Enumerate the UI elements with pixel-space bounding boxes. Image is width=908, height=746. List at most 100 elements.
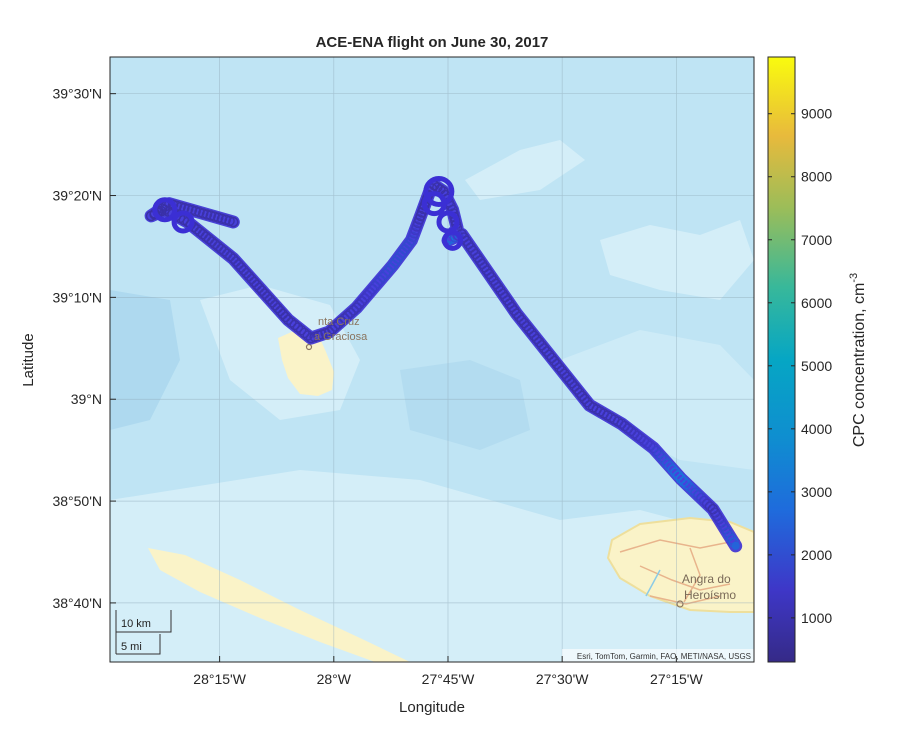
track-point [299,327,310,339]
track-point [645,440,656,451]
track-point [333,318,344,330]
track-point [327,324,338,335]
track-point [256,285,268,296]
track-point [342,310,353,321]
lon-tick-label: 28°15'W [193,671,246,687]
colorbar-tick-label: 4000 [801,421,832,437]
track-point [569,381,580,392]
track-point [531,333,542,345]
scale-bar: 10 km 5 mi [115,610,172,655]
track-point [241,268,252,279]
track-point [632,430,643,442]
track-point [625,425,637,437]
map-axes-frame [109,56,755,663]
track-point [564,374,575,386]
track-point [275,305,286,317]
shallow-patch [600,220,754,300]
sao-jorge-island [148,548,410,662]
track-point [377,271,388,283]
lon-tick-label: 28°W [317,671,352,687]
santa-cruz-marker [305,343,313,351]
track-point [648,442,659,454]
lat-tick-label: 39°30'N [52,86,102,102]
santa-cruz-label-1: nta Cruz [318,316,360,328]
track-point [289,319,300,331]
track-point [345,307,356,319]
track-loop [171,210,195,234]
track-point [551,359,562,370]
track-point [619,420,630,432]
track-point [681,479,692,490]
shallow-patch [560,330,754,470]
track-point [302,330,313,341]
track-point [651,446,662,457]
track-point [228,253,239,264]
track-point [280,311,291,323]
lon-tick-label: 27°15'W [650,671,703,687]
track-point [264,294,276,305]
track-point [367,284,378,295]
track-point [664,461,676,472]
track-point [656,452,667,463]
terceira-roads [619,539,741,605]
track-point [243,270,255,282]
track-point [361,290,373,301]
track-point [246,273,257,285]
track-point [523,324,535,335]
track-point [282,314,294,325]
track-loop [436,210,460,234]
track-point [233,259,244,270]
track-point [286,317,297,328]
colorbar-tick-label: 6000 [801,295,832,311]
track-point [348,305,359,316]
terceira-stream [645,569,661,597]
colorbar-label-text: CPC concentration, cm [851,283,868,448]
lat-tick-label: 39°N [71,391,102,407]
lon-tick-label: 27°45'W [422,671,475,687]
track-point [277,308,289,320]
track-point [561,371,573,383]
track-point [518,317,530,329]
longitude-ticks: 28°15'W 28°W 27°45'W 27°30'W 27°15'W [193,656,703,687]
track-point [673,470,684,481]
track-point [539,343,550,354]
track-point [336,315,347,327]
track-point [699,495,710,507]
track-end-point [731,541,740,550]
track-point [670,467,681,478]
track-point [292,322,304,333]
track-point [382,265,394,277]
track-point [254,282,265,293]
colorbar: 1000 2000 3000 4000 5000 6000 7000 8000 9000 CPC… [767,56,868,663]
angra-label-2: Heroísmo [684,588,736,602]
colorbar-gradient [767,56,796,663]
track-point [667,464,678,475]
track-point [330,321,341,332]
track-point [693,490,704,501]
track-point [701,498,713,509]
track-point [653,449,665,460]
deep-patch [400,360,530,450]
track-point [579,393,590,405]
track-point [359,293,370,304]
track-point [546,352,557,364]
scale-mi-label: 5 mi [121,641,142,653]
track-point [516,314,527,326]
lat-tick-label: 39°20'N [52,188,102,204]
lon-tick-label: 27°30'W [536,671,589,687]
track-point [267,297,278,308]
track-point [541,346,552,357]
graciosa-island [278,330,334,396]
deep-patch [110,290,180,430]
x-axis-label: Longitude [399,699,465,716]
track-point [339,313,350,324]
track-point [635,433,646,444]
colorbar-label-superscript: -3 [848,273,860,283]
lat-tick-label: 38°40'N [52,595,102,611]
track-point [638,435,650,446]
angra-label-1: Angra do [682,572,731,586]
colorbar-label: CPC concentration, cm-3 [848,273,868,447]
chart-title: ACE-ENA flight on June 30, 2017 [316,34,549,51]
track-point [351,302,362,313]
track-point [678,476,689,487]
